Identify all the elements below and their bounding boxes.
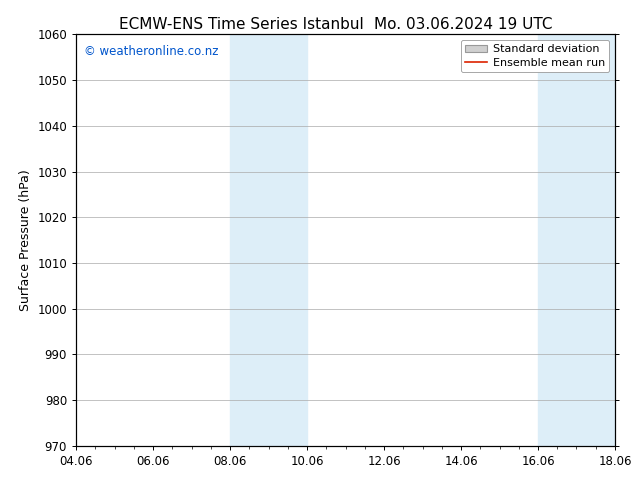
Bar <box>230 34 307 446</box>
Text: Mo. 03.06.2024 19 UTC: Mo. 03.06.2024 19 UTC <box>373 17 552 32</box>
Legend: Standard deviation, Ensemble mean run: Standard deviation, Ensemble mean run <box>460 40 609 72</box>
Bar <box>538 34 615 446</box>
Text: ECMW-ENS Time Series Istanbul: ECMW-ENS Time Series Istanbul <box>119 17 363 32</box>
Text: © weatheronline.co.nz: © weatheronline.co.nz <box>84 45 219 58</box>
Y-axis label: Surface Pressure (hPa): Surface Pressure (hPa) <box>19 169 32 311</box>
